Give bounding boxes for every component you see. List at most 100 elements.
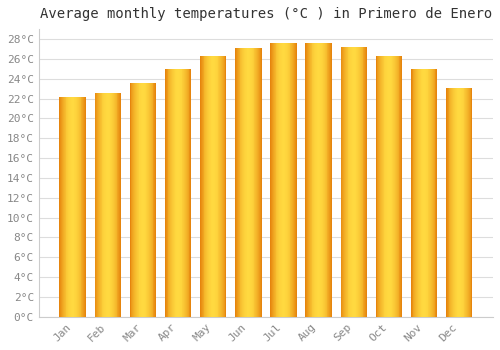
Bar: [108, 92, 110, 317]
Bar: [216, 56, 218, 317]
Bar: [187, 69, 188, 317]
Bar: [107, 92, 108, 317]
Bar: [295, 43, 296, 317]
Bar: [450, 88, 452, 317]
Bar: [306, 43, 308, 317]
Bar: [209, 56, 210, 317]
Bar: [97, 92, 98, 317]
Bar: [238, 48, 240, 317]
Bar: [257, 48, 258, 317]
Bar: [340, 47, 342, 317]
Bar: [428, 69, 430, 317]
Bar: [246, 48, 248, 317]
Bar: [71, 97, 72, 317]
Bar: [177, 69, 178, 317]
Bar: [272, 43, 273, 317]
Bar: [120, 92, 121, 317]
Bar: [185, 69, 186, 317]
Bar: [242, 48, 243, 317]
Bar: [270, 43, 271, 317]
Bar: [292, 43, 293, 317]
Bar: [271, 43, 272, 317]
Bar: [208, 56, 209, 317]
Bar: [213, 56, 214, 317]
Bar: [179, 69, 180, 317]
Bar: [424, 69, 425, 317]
Bar: [281, 43, 282, 317]
Bar: [138, 83, 140, 317]
Bar: [240, 48, 242, 317]
Bar: [395, 56, 396, 317]
Bar: [80, 97, 82, 317]
Bar: [63, 97, 64, 317]
Bar: [318, 43, 320, 317]
Bar: [420, 69, 422, 317]
Bar: [365, 47, 366, 317]
Bar: [398, 56, 400, 317]
Bar: [310, 43, 312, 317]
Bar: [418, 69, 419, 317]
Bar: [353, 47, 354, 317]
Bar: [392, 56, 394, 317]
Bar: [237, 48, 238, 317]
Bar: [180, 69, 181, 317]
Bar: [236, 48, 237, 317]
Bar: [106, 92, 107, 317]
Bar: [113, 92, 114, 317]
Bar: [110, 92, 112, 317]
Bar: [326, 43, 328, 317]
Bar: [460, 88, 461, 317]
Bar: [218, 56, 220, 317]
Bar: [64, 97, 66, 317]
Bar: [98, 92, 99, 317]
Bar: [316, 43, 317, 317]
Bar: [184, 69, 185, 317]
Bar: [342, 47, 344, 317]
Bar: [312, 43, 314, 317]
Bar: [114, 92, 115, 317]
Bar: [308, 43, 309, 317]
Bar: [141, 83, 142, 317]
Bar: [279, 43, 280, 317]
Bar: [382, 56, 383, 317]
Bar: [258, 48, 259, 317]
Bar: [382, 56, 384, 317]
Bar: [210, 56, 212, 317]
Bar: [174, 69, 176, 317]
Bar: [386, 56, 387, 317]
Bar: [151, 83, 152, 317]
Bar: [448, 88, 450, 317]
Bar: [288, 43, 290, 317]
Bar: [143, 83, 144, 317]
Bar: [180, 69, 182, 317]
Bar: [360, 47, 361, 317]
Bar: [223, 56, 224, 317]
Bar: [190, 69, 192, 317]
Bar: [152, 83, 154, 317]
Bar: [119, 92, 120, 317]
Bar: [362, 47, 364, 317]
Bar: [455, 88, 456, 317]
Bar: [346, 47, 348, 317]
Bar: [468, 88, 469, 317]
Bar: [273, 43, 274, 317]
Bar: [244, 48, 245, 317]
Bar: [60, 97, 62, 317]
Bar: [315, 43, 316, 317]
Bar: [132, 83, 134, 317]
Bar: [462, 88, 464, 317]
Bar: [378, 56, 380, 317]
Bar: [331, 43, 332, 317]
Bar: [307, 43, 308, 317]
Bar: [390, 56, 392, 317]
Bar: [361, 47, 362, 317]
Bar: [470, 88, 472, 317]
Bar: [166, 69, 168, 317]
Bar: [287, 43, 288, 317]
Bar: [136, 83, 137, 317]
Bar: [224, 56, 226, 317]
Bar: [466, 88, 467, 317]
Bar: [69, 97, 70, 317]
Bar: [78, 97, 79, 317]
Bar: [148, 83, 149, 317]
